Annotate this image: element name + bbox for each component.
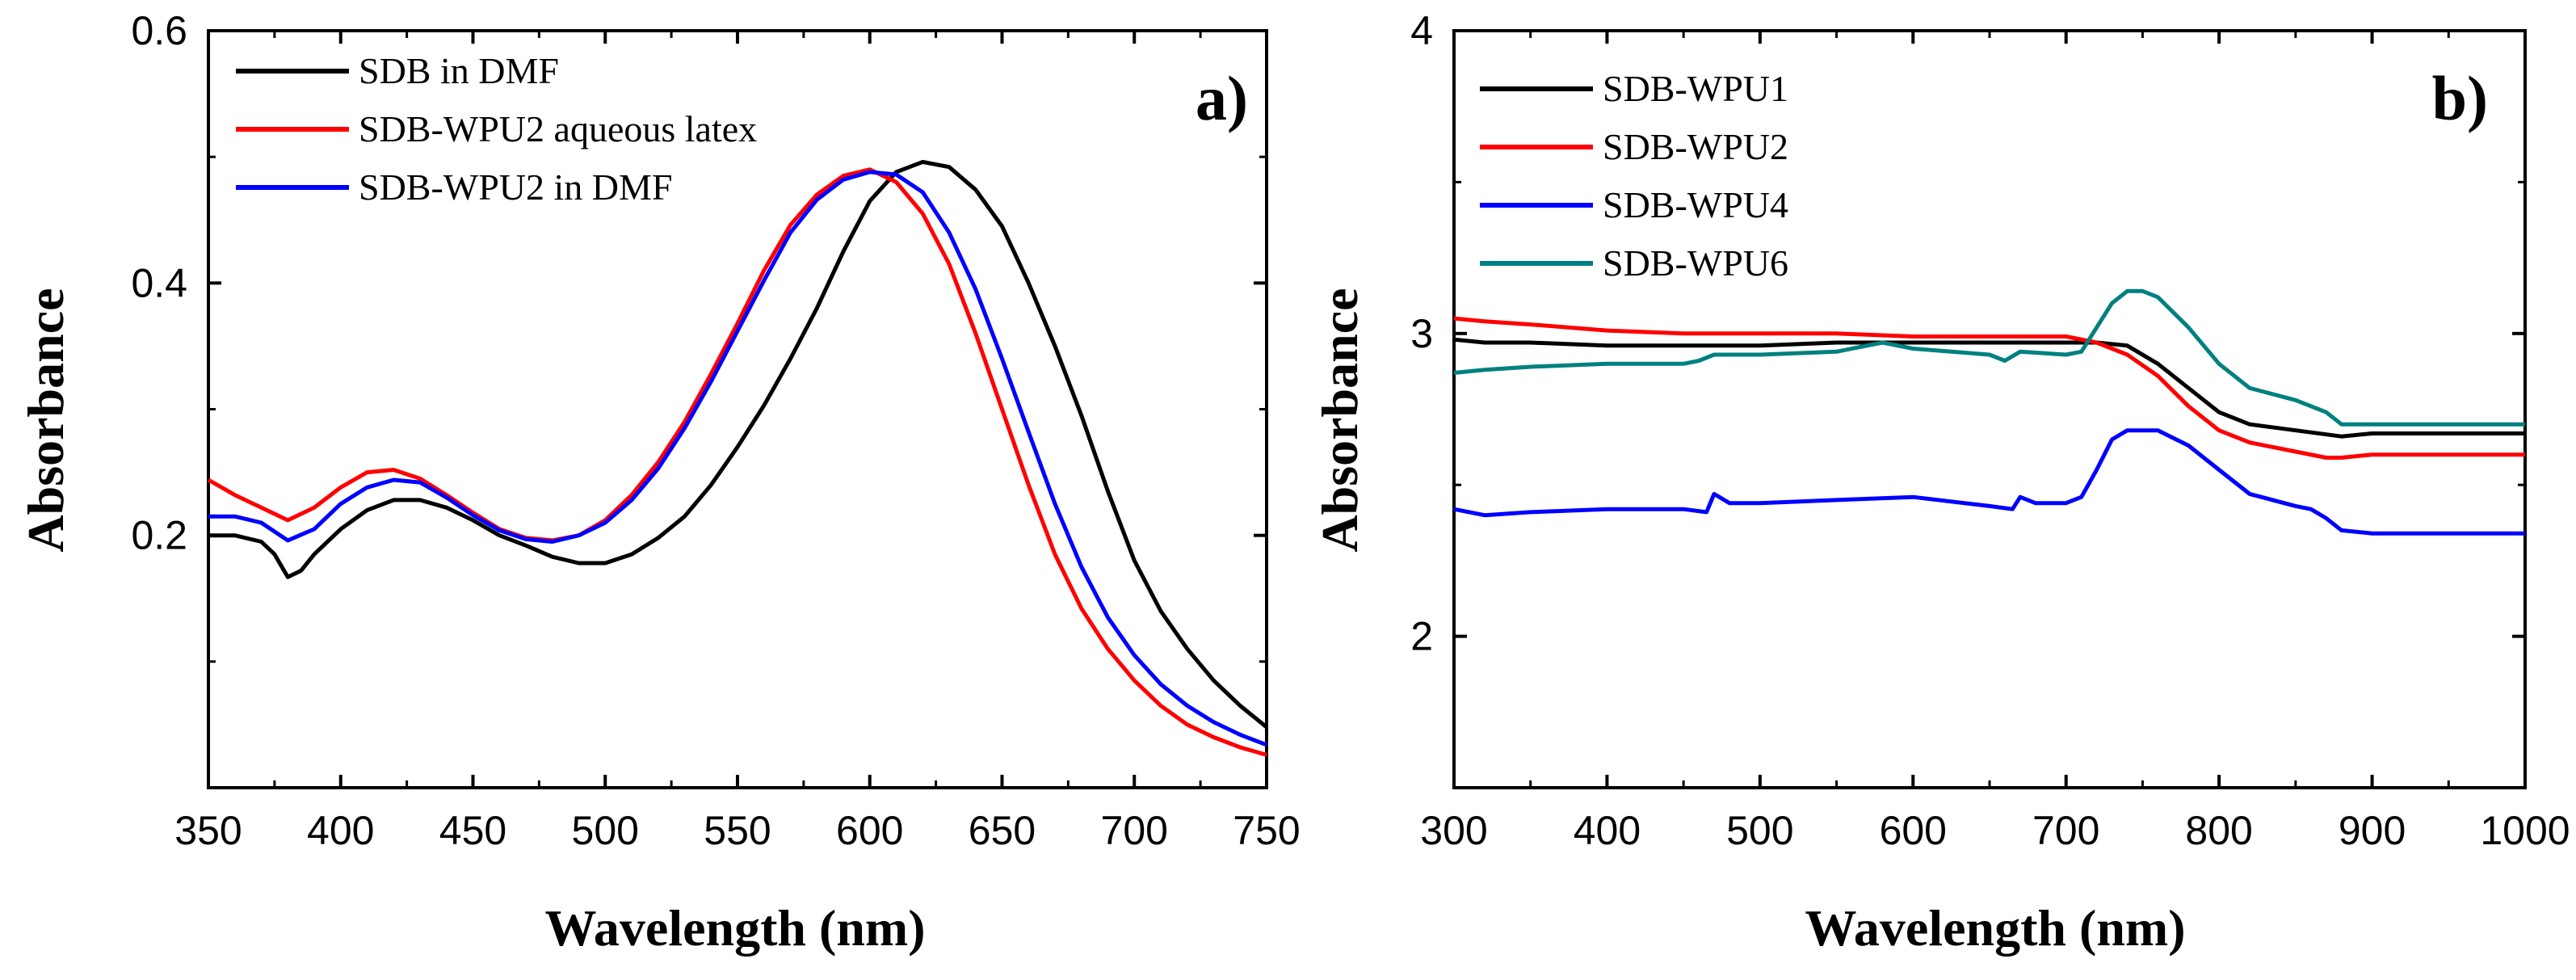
panel-a-x-axis-title: Wavelength (nm) [544,899,925,957]
panel-b-x-tick-label: 900 [2339,808,2406,853]
panel-a-y-tick-label: 0.6 [131,8,187,53]
panel-b-x-tick-label: 500 [1726,808,1793,853]
panel-a-label: a) [1196,63,1248,133]
panel-b-legend-label-4: SDB-WPU6 [1603,242,1788,284]
panel-a-x-tick-label: 400 [307,808,374,853]
panel-b-series-line-2 [1453,316,2525,460]
panel-a-x-tick-label: 750 [1233,808,1300,853]
panel-a-x-tick-label: 700 [1101,808,1168,853]
panel-a-y-tick-label: 0.4 [131,260,187,305]
panel-b-y-axis-title: Absorbance [1311,288,1368,552]
panel-a-y-tick-label: 0.2 [131,513,187,558]
panel-b-x-tick-label: 600 [1880,808,1947,853]
panel-a-series-line-1 [208,159,1268,729]
panel-a-chart: Absorbance Wavelength (nm) a) 350 400 450 5… [17,8,1301,957]
panel-b-legend-label-1: SDB-WPU1 [1603,68,1788,109]
panel-a-series-line-2 [207,167,1267,757]
panel-b-legend-label-3: SDB-WPU4 [1603,184,1788,225]
panel-b-y-tick-label: 3 [1410,311,1433,356]
panel-a-x-tick-label: 500 [572,808,639,853]
panel-a-x-tick-label: 650 [969,808,1036,853]
panel-a-x-tick-label: 350 [174,808,242,853]
panel-a-x-tick-label: 600 [836,808,903,853]
panel-b-chart: Absorbance Wavelength (nm) b) 300 400 500 6… [1311,8,2570,957]
panel-b-label: b) [2432,63,2488,133]
panel-b-x-tick-label: 1000 [2480,808,2570,853]
panel-a-legend-label-2: SDB-WPU2 aqueous latex [359,108,757,149]
panel-b-y-tick-label: 4 [1410,8,1433,53]
panel-b-x-axis-title: Wavelength (nm) [1805,899,2185,957]
panel-b-x-tick-label: 700 [2032,808,2099,853]
panel-a-legend-label-3: SDB-WPU2 in DMF [359,166,673,208]
panel-b-series-line-4 [1453,288,2525,427]
panel-a-series-line-3 [208,170,1267,747]
panel-a-x-tick-label: 550 [704,808,771,853]
panel-b-x-tick-label: 400 [1574,808,1641,853]
panel-b-series-line-3 [1453,428,2525,536]
panel-b-y-tick-label: 2 [1410,614,1433,659]
panel-a-x-tick-label: 450 [439,808,506,853]
panel-a-y-axis-title: Absorbance [17,288,74,552]
panel-b-x-tick-label: 800 [2185,808,2252,853]
panel-b-legend-label-2: SDB-WPU2 [1603,126,1788,167]
panel-a-legend-label-1: SDB in DMF [359,50,559,91]
panel-b-x-tick-label: 300 [1420,808,1487,853]
